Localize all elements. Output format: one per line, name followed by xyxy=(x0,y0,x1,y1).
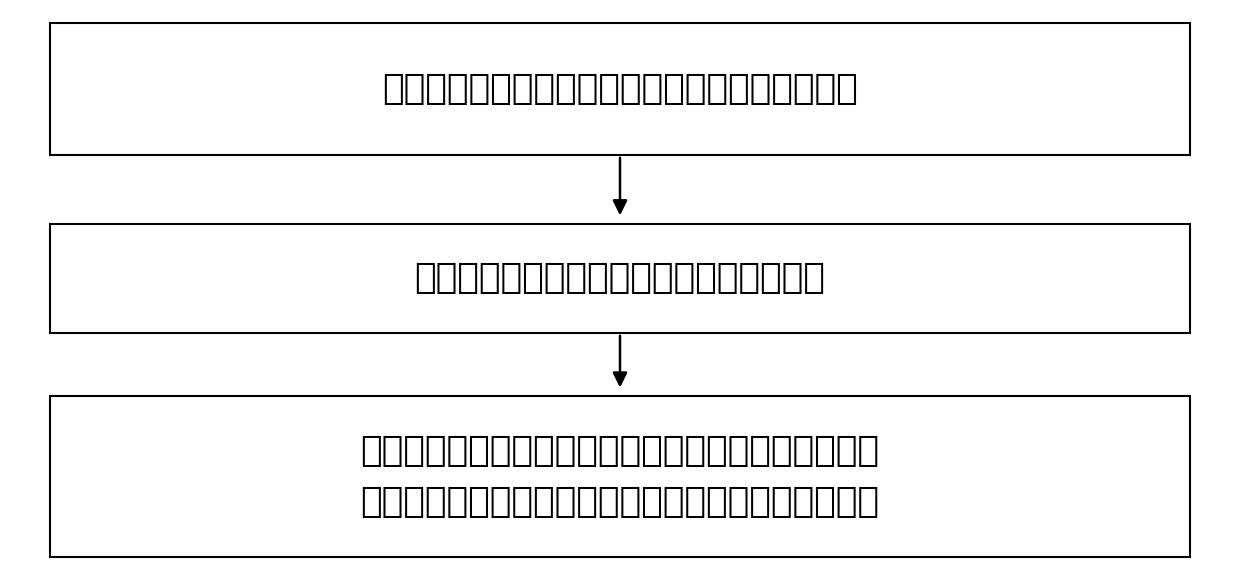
FancyBboxPatch shape xyxy=(50,23,1190,155)
Text: 根据聚类结果调整区域卷积神经网络的区域生成网络参
数，并采用区域卷积神经网络提取目标对象的候选区域: 根据聚类结果调整区域卷积神经网络的区域生成网络参 数，并采用区域卷积神经网络提取… xyxy=(361,435,879,518)
Text: 对训练集图像中目标对象的长宽值进行聚类: 对训练集图像中目标对象的长宽值进行聚类 xyxy=(414,261,826,296)
Text: 对视频图像进行注意力区域提取处理得到背景图像: 对视频图像进行注意力区域提取处理得到背景图像 xyxy=(382,72,858,106)
FancyBboxPatch shape xyxy=(50,224,1190,333)
FancyBboxPatch shape xyxy=(50,396,1190,557)
